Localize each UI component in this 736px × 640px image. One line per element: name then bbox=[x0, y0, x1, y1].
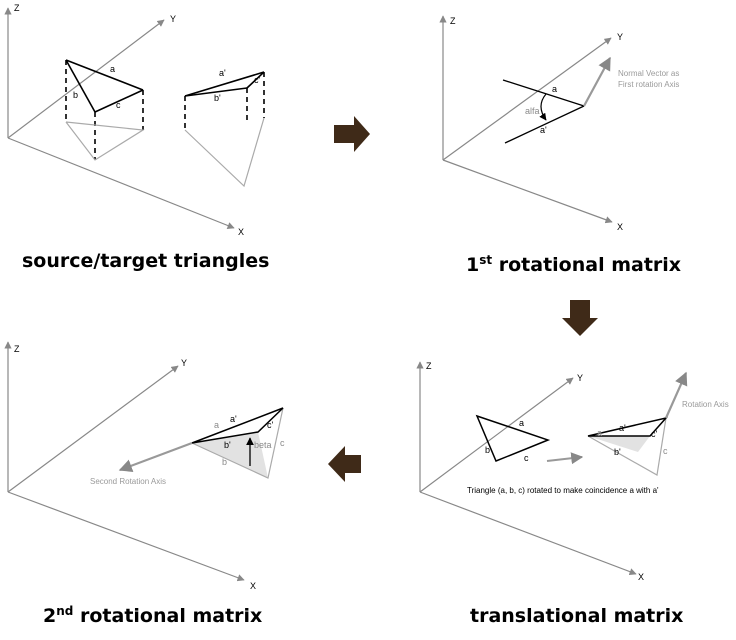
label-a-gray: a bbox=[214, 420, 219, 430]
x-axis-label: X bbox=[617, 222, 623, 232]
normal-vector-note-1: Normal Vector as bbox=[618, 69, 679, 78]
y-axis bbox=[419, 377, 574, 493]
x-axis-label: X bbox=[238, 227, 244, 237]
label-b-gray: b bbox=[222, 457, 227, 467]
shaded-face bbox=[588, 436, 650, 452]
caption-text: rotational matrix bbox=[80, 605, 263, 627]
panel-second-rotation: Z Y X a a' b' c' beta b c Second Rotatio… bbox=[4, 341, 285, 591]
y-axis-label: Y bbox=[617, 32, 623, 42]
label-b-prime: b' bbox=[614, 447, 621, 457]
line-a bbox=[502, 79, 585, 107]
arrow-down-icon bbox=[562, 300, 598, 336]
label-c-prime: c' bbox=[651, 429, 658, 439]
label-c-gray: c bbox=[280, 438, 285, 448]
caption-translation: translational matrix bbox=[470, 605, 684, 627]
target-triangle bbox=[184, 71, 265, 188]
caption-ordinal: st bbox=[479, 253, 493, 267]
second-rotation-axis-arrow bbox=[118, 441, 193, 473]
axes-panel-1 bbox=[4, 7, 235, 229]
label-a: a bbox=[519, 418, 524, 428]
label-a-gray: a bbox=[597, 428, 602, 438]
rotation-axis-note: Rotation Axis bbox=[682, 400, 729, 409]
axes-panel-3 bbox=[4, 341, 245, 582]
caption-source-target: source/target triangles bbox=[22, 250, 270, 272]
y-axis-label: Y bbox=[181, 358, 187, 368]
label-b-prime: b' bbox=[224, 440, 231, 450]
label-a-prime: a' bbox=[230, 414, 237, 424]
label-a: a bbox=[110, 64, 115, 74]
triangle-abc bbox=[475, 414, 551, 462]
arrow-right-icon bbox=[334, 116, 370, 152]
second-rotation-axis-note: Second Rotation Axis bbox=[90, 477, 166, 486]
z-axis-label: Z bbox=[14, 344, 20, 354]
caption-text: rotational matrix bbox=[498, 254, 682, 276]
x-axis-label: X bbox=[638, 572, 644, 582]
x-axis bbox=[419, 491, 637, 576]
triangle-prime bbox=[587, 416, 669, 437]
label-a-prime: a' bbox=[540, 125, 547, 135]
source-triangle bbox=[65, 59, 145, 161]
y-axis bbox=[442, 37, 612, 161]
x-axis bbox=[442, 159, 613, 224]
triangle-prime bbox=[191, 407, 284, 444]
label-b-prime: b' bbox=[214, 93, 221, 103]
x-axis-label: X bbox=[250, 581, 256, 591]
label-a: a bbox=[552, 84, 557, 94]
z-axis-label: Z bbox=[14, 3, 20, 13]
caption-ordinal: nd bbox=[56, 604, 74, 618]
label-c-prime: c' bbox=[254, 75, 261, 85]
triangle-rotation-note: Triangle (a, b, c) rotated to make coinc… bbox=[467, 486, 659, 495]
label-c-prime: c' bbox=[267, 420, 274, 430]
translation-arrow bbox=[546, 452, 584, 465]
panel-translation: Z Y X a b c a a' b' c' c Rotation Axis T… bbox=[416, 361, 729, 582]
caption-number: 2 bbox=[43, 605, 57, 627]
label-a-prime: a' bbox=[619, 423, 626, 433]
y-axis-label: Y bbox=[170, 14, 176, 24]
y-axis-label: Y bbox=[577, 373, 583, 383]
panel-first-rotation: Z Y X a alfa a' Normal Vector as First r… bbox=[439, 15, 679, 232]
line-a-prime bbox=[504, 105, 585, 144]
y-axis bbox=[7, 365, 179, 493]
z-axis-label: Z bbox=[426, 361, 432, 371]
normal-vector-arrow bbox=[583, 56, 611, 107]
gray-edges bbox=[587, 417, 667, 476]
label-c: c bbox=[524, 453, 529, 463]
x-axis bbox=[7, 491, 245, 582]
arrow-left-icon bbox=[328, 446, 361, 482]
z-axis-label: Z bbox=[450, 16, 456, 26]
y-axis bbox=[7, 19, 165, 139]
x-axis bbox=[7, 137, 235, 229]
label-a-prime: a' bbox=[219, 68, 226, 78]
axes-panel-2 bbox=[439, 15, 613, 224]
caption-number: 1 bbox=[466, 254, 480, 276]
caption-first-rotation: 1st rotational matrix bbox=[466, 253, 682, 276]
rotation-axis-arrow bbox=[664, 371, 688, 419]
label-b: b bbox=[485, 445, 490, 455]
axes-panel-4 bbox=[416, 361, 637, 576]
normal-vector-note-2: First rotation Axis bbox=[618, 80, 679, 89]
caption-second-rotation: 2nd rotational matrix bbox=[43, 604, 263, 627]
label-b: b bbox=[73, 90, 78, 100]
label-alfa: alfa bbox=[525, 106, 540, 116]
label-c: c bbox=[116, 100, 121, 110]
label-c-gray: c bbox=[663, 446, 668, 456]
label-beta: beta bbox=[254, 440, 272, 450]
alfa-arc bbox=[539, 93, 547, 121]
panel-source-target: Z Y X a b c a' b' c' bbox=[4, 3, 265, 237]
gray-edges bbox=[191, 407, 284, 479]
